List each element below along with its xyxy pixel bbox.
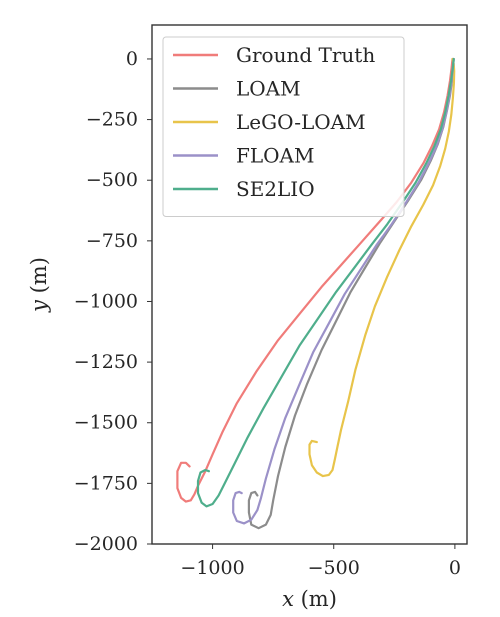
x-tick-label: −1000 <box>180 557 244 579</box>
x-axis-label: x (m) <box>282 587 337 611</box>
y-tick-label: −1250 <box>74 351 138 373</box>
series-lines <box>176 57 456 530</box>
series-line-lego-loam <box>308 57 456 478</box>
y-tick-label: −750 <box>86 230 138 252</box>
y-tick-label: −2000 <box>74 533 138 555</box>
plot-frame <box>151 24 468 545</box>
series-line-ground-truth <box>176 57 454 503</box>
x-tick-label: −500 <box>308 557 360 579</box>
legend-label: SE2LIO <box>236 177 315 201</box>
y-tick-label: −1750 <box>74 472 138 494</box>
y-tick-label: −1000 <box>74 290 138 312</box>
y-tick-label: 0 <box>126 48 138 70</box>
legend-label: LOAM <box>236 77 301 101</box>
y-tick-label: −250 <box>86 109 138 131</box>
series-line-floam <box>232 57 455 525</box>
series-line-se2lio <box>196 57 455 508</box>
legend-items: Ground Truth LOAM LeGO-LOAM FLOAM SE2LIO <box>173 43 375 201</box>
legend-box <box>162 36 405 217</box>
y-axis-label: y (m) <box>27 257 51 313</box>
y-tick-label: −1500 <box>74 412 138 434</box>
axis-ticks: −1000 −500 0 0 −250 −500 −750 −1000 −1250 −1500 −1… <box>74 48 461 579</box>
legend-label: LeGO-LOAM <box>236 110 366 134</box>
x-tick-label: 0 <box>449 557 461 579</box>
y-tick-label: −500 <box>86 169 138 191</box>
legend-label: Ground Truth <box>236 43 375 67</box>
legend: Ground Truth LOAM LeGO-LOAM FLOAM SE2LIO <box>162 36 405 217</box>
legend-label: FLOAM <box>236 144 314 168</box>
